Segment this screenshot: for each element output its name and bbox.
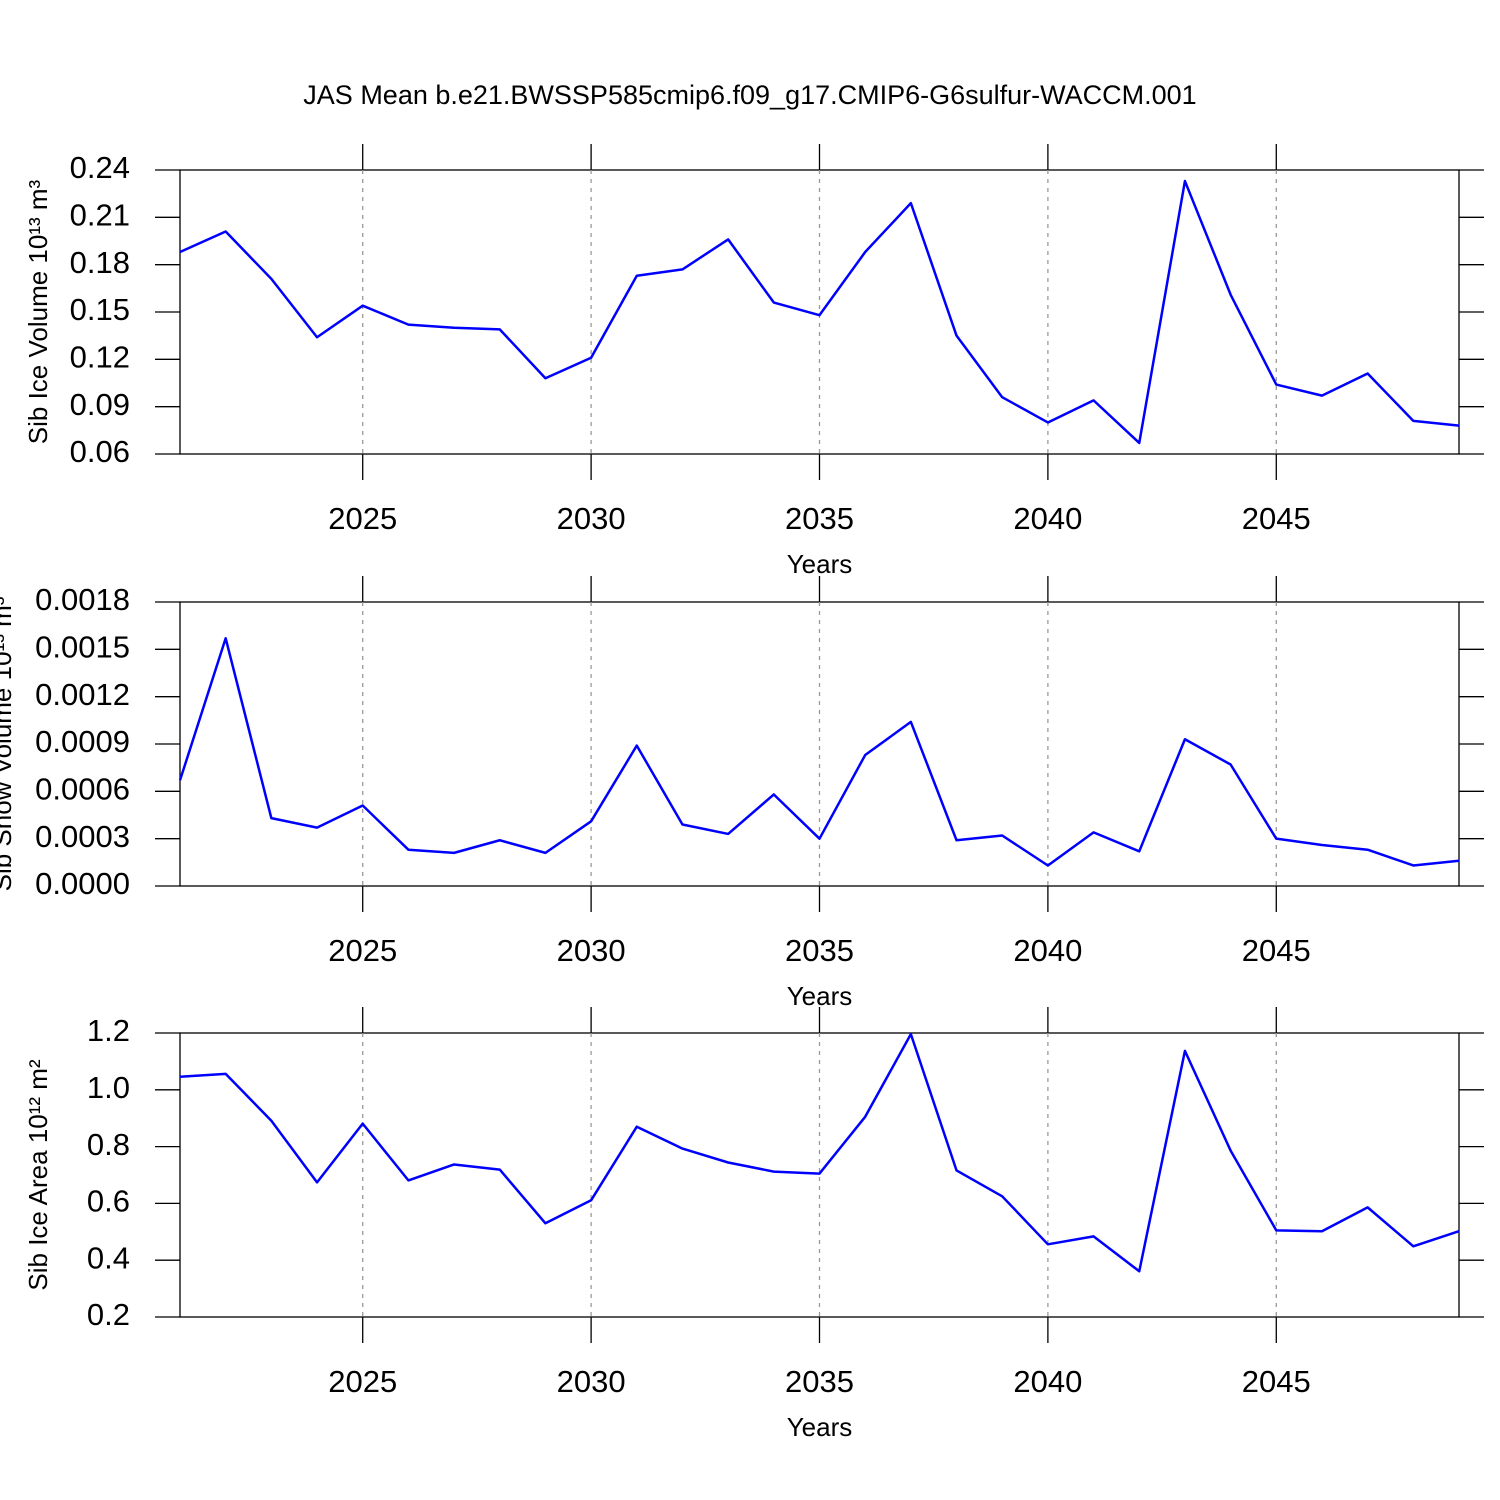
y-axis-label: Sib Snow Volume 10¹³ m³ — [0, 596, 17, 891]
x-tick-label: 2045 — [1242, 933, 1311, 968]
y-tick-label: 0.18 — [70, 245, 130, 280]
y-tick-label: 0.09 — [70, 387, 130, 422]
data-line — [178, 637, 1460, 867]
x-tick-label: 2045 — [1242, 1364, 1311, 1399]
plot-frame — [179, 169, 1460, 455]
x-axis-label: Years — [787, 981, 853, 1011]
x-tick-label: 2040 — [1013, 933, 1082, 968]
y-tick-label: 1.2 — [87, 1013, 130, 1048]
y-axis-label: Sib Ice Area 10¹² m² — [23, 1059, 53, 1291]
x-tick-label: 2030 — [557, 1364, 626, 1399]
y-tick-label: 0.0015 — [35, 630, 130, 665]
y-tick-label: 0.2 — [87, 1297, 130, 1332]
x-tick-label: 2030 — [557, 501, 626, 536]
x-tick-label: 2025 — [328, 501, 397, 536]
x-tick-label: 2025 — [328, 933, 397, 968]
y-tick-label: 0.06 — [70, 434, 130, 469]
y-tick-label: 0.0012 — [35, 677, 130, 712]
y-tick-label: 0.0009 — [35, 724, 130, 759]
y-tick-label: 0.21 — [70, 198, 130, 233]
y-tick-label: 0.15 — [70, 292, 130, 327]
y-tick-label: 0.12 — [70, 340, 130, 375]
y-tick-label: 0.0003 — [35, 819, 130, 854]
x-tick-label: 2040 — [1013, 1364, 1082, 1399]
y-tick-label: 0.0000 — [35, 866, 130, 901]
x-tick-label: 2035 — [785, 1364, 854, 1399]
y-tick-label: 1.0 — [87, 1070, 130, 1105]
plot-frame — [179, 1032, 1460, 1318]
y-tick-label: 0.0006 — [35, 772, 130, 807]
x-axis-label: Years — [787, 1412, 853, 1442]
y-tick-label: 0.24 — [70, 150, 130, 185]
plot-frame — [179, 601, 1460, 887]
x-tick-label: 2045 — [1242, 501, 1311, 536]
x-tick-label: 2035 — [785, 933, 854, 968]
chart-title: JAS Mean b.e21.BWSSP585cmip6.f09_g17.CMI… — [303, 80, 1196, 110]
y-tick-label: 0.8 — [87, 1127, 130, 1162]
data-line — [179, 1032, 1460, 1273]
y-axis-label: Sib Ice Volume 10¹³ m³ — [23, 179, 53, 444]
x-tick-label: 2025 — [328, 1364, 397, 1399]
y-tick-label: 0.6 — [87, 1184, 130, 1219]
y-tick-label: 0.0018 — [35, 582, 130, 617]
x-axis-label: Years — [787, 549, 853, 579]
x-tick-label: 2035 — [785, 501, 854, 536]
y-tick-label: 0.4 — [87, 1240, 130, 1275]
x-tick-label: 2040 — [1013, 501, 1082, 536]
data-line — [179, 179, 1460, 445]
x-tick-label: 2030 — [557, 933, 626, 968]
